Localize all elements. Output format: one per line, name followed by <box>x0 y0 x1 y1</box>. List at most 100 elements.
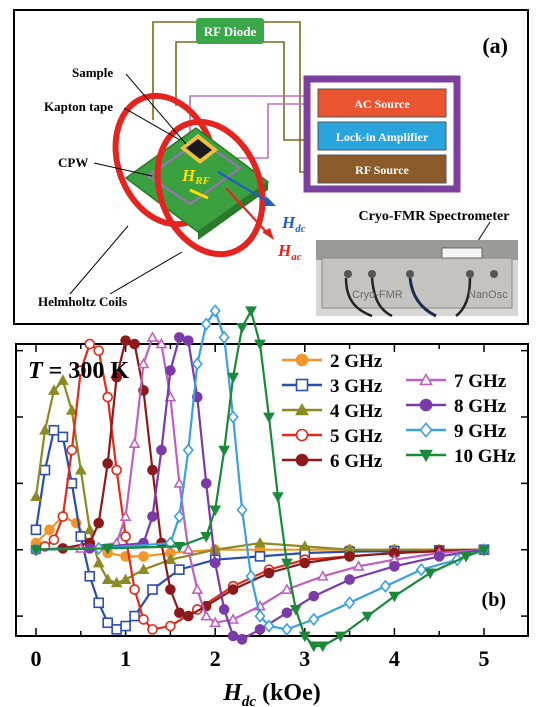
data-point <box>236 323 248 334</box>
hdc-arrow <box>217 171 273 205</box>
x-tick-label: 5 <box>479 646 490 671</box>
data-point <box>236 503 248 517</box>
cpw-pointer <box>93 162 153 177</box>
data-point <box>281 583 293 594</box>
data-point <box>344 551 355 562</box>
photo-label-right: NanOsc <box>468 289 508 301</box>
data-point <box>254 609 266 623</box>
rf-source-box <box>317 154 447 184</box>
legend-item: 8 GHz <box>406 396 507 417</box>
data-point <box>75 531 87 542</box>
data-point <box>389 561 400 572</box>
data-point <box>174 564 185 575</box>
data-point <box>227 410 239 424</box>
legend-item: 6 GHz <box>282 451 383 472</box>
data-point <box>295 453 309 467</box>
photo-label-left: Cryo-FMR <box>352 289 403 301</box>
data-point <box>478 545 490 556</box>
series-line <box>35 339 485 618</box>
data-point <box>295 428 309 442</box>
sample-pointer <box>125 73 187 145</box>
data-point <box>218 604 230 615</box>
data-point <box>316 570 329 581</box>
data-point <box>101 543 114 555</box>
series-line <box>35 335 485 624</box>
data-point <box>308 590 320 602</box>
data-point <box>138 551 149 562</box>
data-point <box>120 531 131 542</box>
data-point <box>460 551 472 563</box>
data-point <box>173 509 185 524</box>
data-point <box>182 543 195 555</box>
data-point <box>227 630 239 642</box>
data-point <box>263 567 275 579</box>
legend-label: 9 GHz <box>454 421 507 442</box>
data-point <box>289 605 302 616</box>
cpw-board-edge <box>198 182 268 240</box>
data-point <box>433 551 445 562</box>
legend-item: 3 GHz <box>282 376 383 397</box>
data-point <box>30 490 42 502</box>
data-point <box>263 412 275 424</box>
hrf-arrow <box>189 188 209 200</box>
data-point <box>227 613 239 624</box>
data-series <box>30 304 490 653</box>
series-8-ghz <box>30 332 490 645</box>
x-tick-label: 4 <box>389 646 400 671</box>
data-point <box>295 378 309 392</box>
data-point <box>424 568 437 580</box>
legend-item: 7 GHz <box>406 371 507 392</box>
data-point <box>218 330 230 345</box>
instrument-photo: Cryo-FMR NanOsc <box>316 240 518 318</box>
data-point <box>129 584 140 595</box>
data-point <box>191 357 203 371</box>
kapton-label: Kapton tape <box>44 99 113 114</box>
data-point <box>419 372 433 386</box>
data-point <box>209 505 222 517</box>
data-point <box>48 384 60 395</box>
data-point <box>57 374 69 385</box>
data-point <box>173 477 186 488</box>
data-point <box>254 624 266 635</box>
data-point <box>93 597 105 609</box>
data-point <box>209 616 222 628</box>
data-point <box>419 398 433 412</box>
panel-a: (a) RF Diode HRF Hdc Ha <box>13 9 529 325</box>
data-point <box>254 536 266 548</box>
x-tick-label: 1 <box>120 646 131 671</box>
data-point <box>200 609 213 621</box>
cpw-label: CPW <box>58 155 88 170</box>
data-point <box>128 437 141 448</box>
legend-item: 2 GHz <box>282 351 383 372</box>
data-point <box>93 345 105 356</box>
series-6-ghz <box>30 335 490 622</box>
data-point <box>30 545 42 556</box>
data-point <box>129 610 140 622</box>
data-point <box>263 619 275 633</box>
data-point <box>316 641 329 653</box>
hrf-label: HRF <box>181 166 211 187</box>
legend-label: 4 GHz <box>330 401 383 422</box>
data-point <box>281 607 293 619</box>
lockin-box <box>317 121 447 151</box>
data-point <box>84 570 96 582</box>
hdc-arrowhead <box>264 196 276 206</box>
hdc-label: Hdc <box>281 213 306 235</box>
data-point <box>101 573 114 584</box>
data-point <box>183 335 194 346</box>
data-point <box>111 371 122 383</box>
x-tick-label: 0 <box>31 646 42 671</box>
data-point <box>227 372 239 384</box>
kapton-pointer <box>123 107 181 141</box>
data-point <box>110 576 123 588</box>
data-point <box>57 511 69 522</box>
data-point <box>44 524 55 536</box>
legend-label: 5 GHz <box>330 426 383 447</box>
data-point <box>83 523 96 535</box>
helmholtz-coil-front <box>154 118 266 258</box>
data-point <box>254 339 266 351</box>
data-point <box>307 641 320 653</box>
data-point <box>218 445 231 457</box>
data-point <box>174 332 185 343</box>
